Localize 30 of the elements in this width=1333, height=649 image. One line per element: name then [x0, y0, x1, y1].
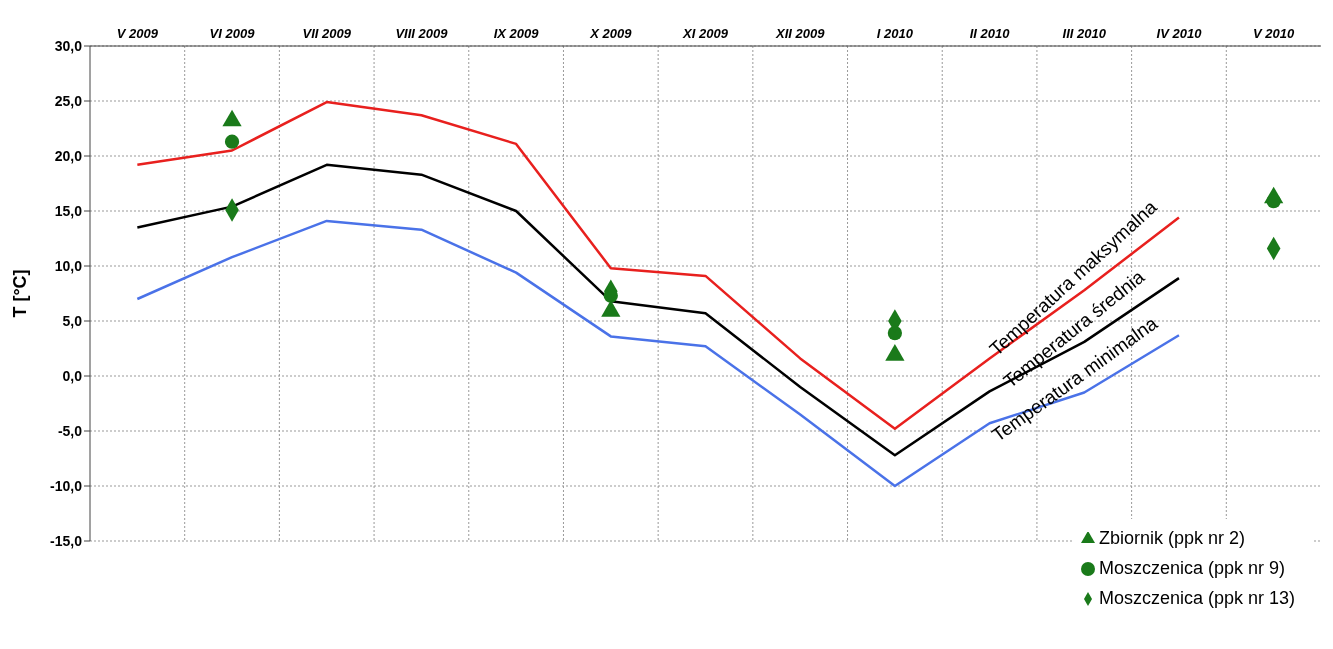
x-tick-label: IX 2009	[493, 26, 540, 41]
y-tick-label: -5,0	[57, 422, 83, 439]
y-tick-label: 5,0	[62, 312, 83, 329]
point	[1266, 193, 1281, 209]
x-tick-label: VII 2009	[302, 26, 352, 41]
x-tick-label: XII 2009	[774, 26, 826, 41]
x-tick-label: XI 2009	[682, 26, 729, 41]
legend-label: Moszczenica (ppk nr 13)	[1098, 588, 1295, 608]
x-tick-label: V 2009	[116, 26, 159, 41]
y-tick-label: -10,0	[50, 477, 83, 494]
x-tick-label: VIII 2009	[395, 26, 449, 41]
x-tick-label: IV 2010	[1156, 26, 1203, 41]
x-tick-label: V 2010	[1253, 26, 1296, 41]
y-tick-label: 25,0	[54, 92, 83, 109]
point	[224, 134, 240, 149]
y-tick-label: 10,0	[54, 257, 83, 274]
y-tick-label: 30,0	[54, 37, 83, 54]
line-series	[136, 163, 1181, 457]
legend-label: Zbiornik (ppk nr 2)	[1098, 528, 1245, 548]
y-tick-label: 15,0	[54, 202, 83, 219]
x-tick-label: I 2010	[876, 26, 914, 41]
x-tick-label: X 2009	[589, 26, 633, 41]
x-tick-label: II 2010	[969, 26, 1011, 41]
y-axis-title: T [°C]	[10, 269, 31, 318]
y-tick-label: 20,0	[54, 147, 83, 164]
x-tick-label: III 2010	[1062, 26, 1107, 41]
y-tick-label: 0,0	[62, 367, 83, 384]
y-tick-label: -15,0	[50, 532, 83, 549]
x-tick-label: VI 2009	[209, 26, 256, 41]
legend-label: Moszczenica (ppk nr 9)	[1098, 558, 1285, 578]
